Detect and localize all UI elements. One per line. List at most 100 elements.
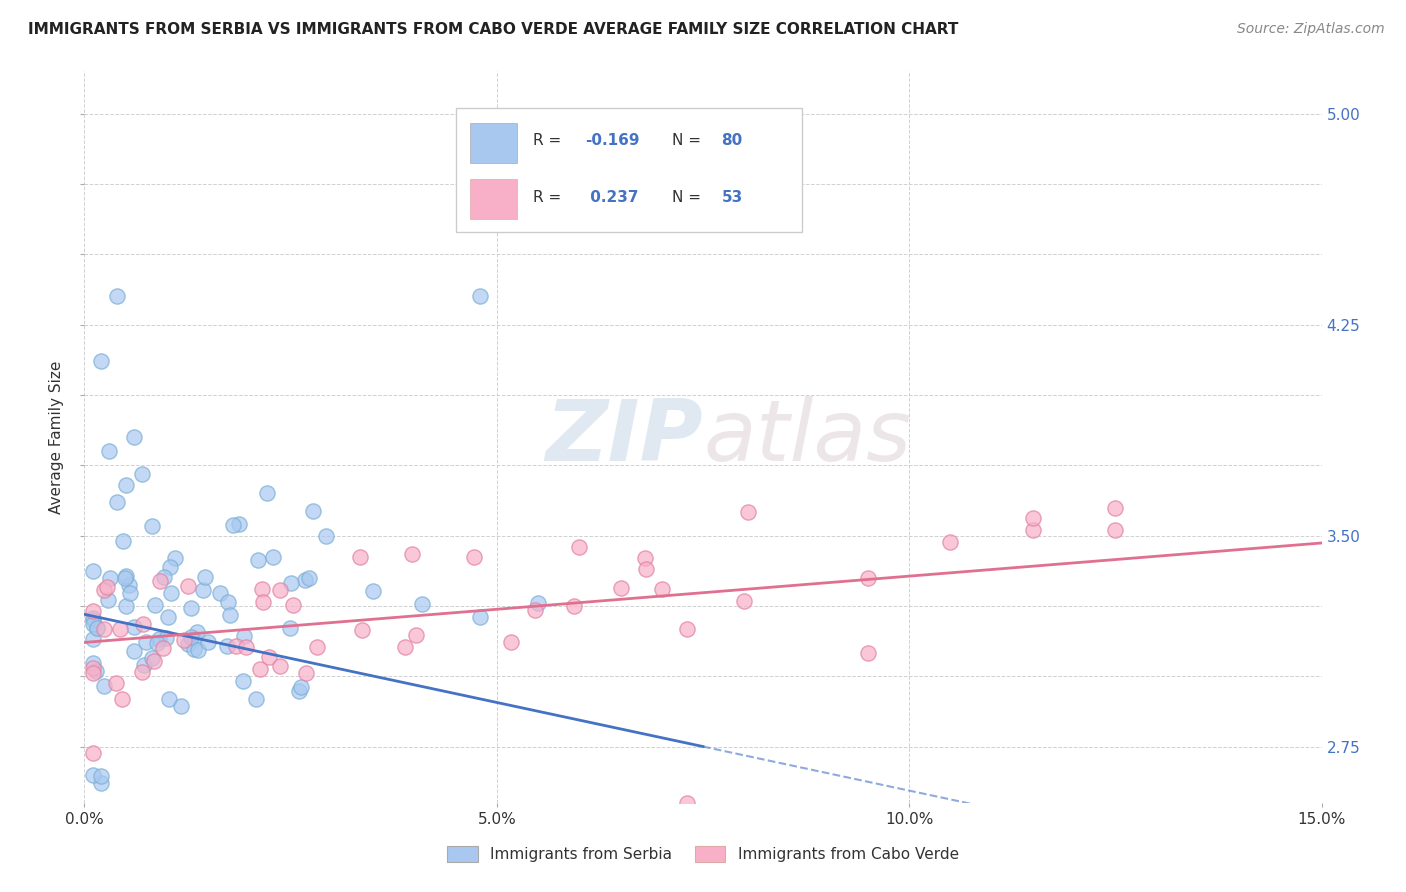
Text: atlas: atlas: [703, 395, 911, 479]
Point: [193, 582, 215, 597]
Point: [232, 674, 254, 689]
FancyBboxPatch shape: [471, 122, 517, 163]
Point: [527, 596, 550, 610]
Point: [176, 637, 198, 651]
Point: [159, 559, 181, 574]
Point: [149, 574, 172, 589]
Point: [470, 289, 492, 303]
Point: [170, 698, 193, 713]
Point: [165, 550, 187, 565]
Point: [228, 517, 250, 532]
Point: [280, 576, 302, 591]
Point: [315, 529, 337, 543]
Point: [856, 571, 879, 585]
Point: [186, 624, 208, 639]
Point: [562, 599, 585, 614]
Point: [290, 680, 312, 694]
Point: [401, 547, 423, 561]
Point: [90, 769, 112, 783]
Point: [82, 611, 104, 625]
Text: R =: R =: [533, 133, 567, 148]
Point: [183, 632, 205, 646]
Point: [350, 623, 373, 637]
Point: [737, 505, 759, 519]
Point: [1022, 511, 1045, 525]
Point: [157, 692, 180, 706]
Point: [148, 632, 170, 646]
Point: [93, 623, 115, 637]
Point: [675, 622, 697, 636]
Point: [141, 651, 163, 665]
Point: [194, 570, 217, 584]
Point: [104, 676, 127, 690]
Point: [232, 629, 254, 643]
Point: [115, 568, 138, 582]
Point: [118, 578, 141, 592]
Point: [856, 646, 879, 660]
Point: [96, 580, 118, 594]
Point: [82, 665, 104, 680]
Point: [257, 650, 280, 665]
Point: [215, 639, 238, 653]
Point: [180, 601, 202, 615]
Point: [82, 767, 104, 781]
Point: [97, 593, 120, 607]
Point: [82, 565, 104, 579]
Point: [122, 619, 145, 633]
Point: [120, 586, 142, 600]
Point: [245, 692, 267, 706]
Point: [86, 621, 108, 635]
Point: [93, 582, 115, 597]
Point: [225, 639, 247, 653]
Text: 0.237: 0.237: [585, 190, 638, 205]
Point: [86, 664, 108, 678]
Legend: Immigrants from Serbia, Immigrants from Cabo Verde: Immigrants from Serbia, Immigrants from …: [441, 840, 965, 868]
Point: [463, 549, 485, 564]
Point: [156, 610, 179, 624]
Point: [252, 595, 274, 609]
Point: [82, 661, 104, 675]
Text: IMMIGRANTS FROM SERBIA VS IMMIGRANTS FROM CABO VERDE AVERAGE FAMILY SIZE CORRELA: IMMIGRANTS FROM SERBIA VS IMMIGRANTS FRO…: [28, 22, 959, 37]
Text: R =: R =: [533, 190, 567, 205]
Text: N =: N =: [672, 133, 706, 148]
Point: [141, 519, 163, 533]
Point: [1104, 500, 1126, 515]
Point: [1022, 523, 1045, 537]
Point: [349, 550, 371, 565]
Text: 80: 80: [721, 133, 742, 148]
Point: [145, 636, 167, 650]
Point: [187, 643, 209, 657]
Point: [177, 579, 200, 593]
FancyBboxPatch shape: [471, 179, 517, 219]
Point: [105, 289, 128, 303]
Point: [82, 632, 104, 646]
FancyBboxPatch shape: [456, 108, 801, 232]
Point: [183, 641, 205, 656]
Point: [98, 444, 121, 458]
Point: [394, 640, 416, 654]
Point: [132, 617, 155, 632]
Point: [143, 654, 166, 668]
Point: [280, 621, 302, 635]
Point: [501, 634, 523, 648]
Text: 53: 53: [721, 190, 742, 205]
Point: [651, 582, 673, 597]
Point: [609, 581, 631, 595]
Point: [269, 659, 291, 673]
Text: -0.169: -0.169: [585, 133, 640, 148]
Point: [675, 796, 697, 810]
Point: [114, 478, 136, 492]
Point: [298, 571, 321, 585]
Text: Source: ZipAtlas.com: Source: ZipAtlas.com: [1237, 22, 1385, 37]
Point: [217, 594, 239, 608]
Point: [111, 692, 134, 706]
Text: ZIP: ZIP: [546, 395, 703, 479]
Point: [294, 573, 316, 587]
Point: [1104, 523, 1126, 537]
Point: [135, 635, 157, 649]
Point: [269, 583, 291, 598]
Point: [93, 679, 115, 693]
Y-axis label: Average Family Size: Average Family Size: [49, 360, 65, 514]
Point: [361, 583, 384, 598]
Point: [302, 504, 325, 518]
